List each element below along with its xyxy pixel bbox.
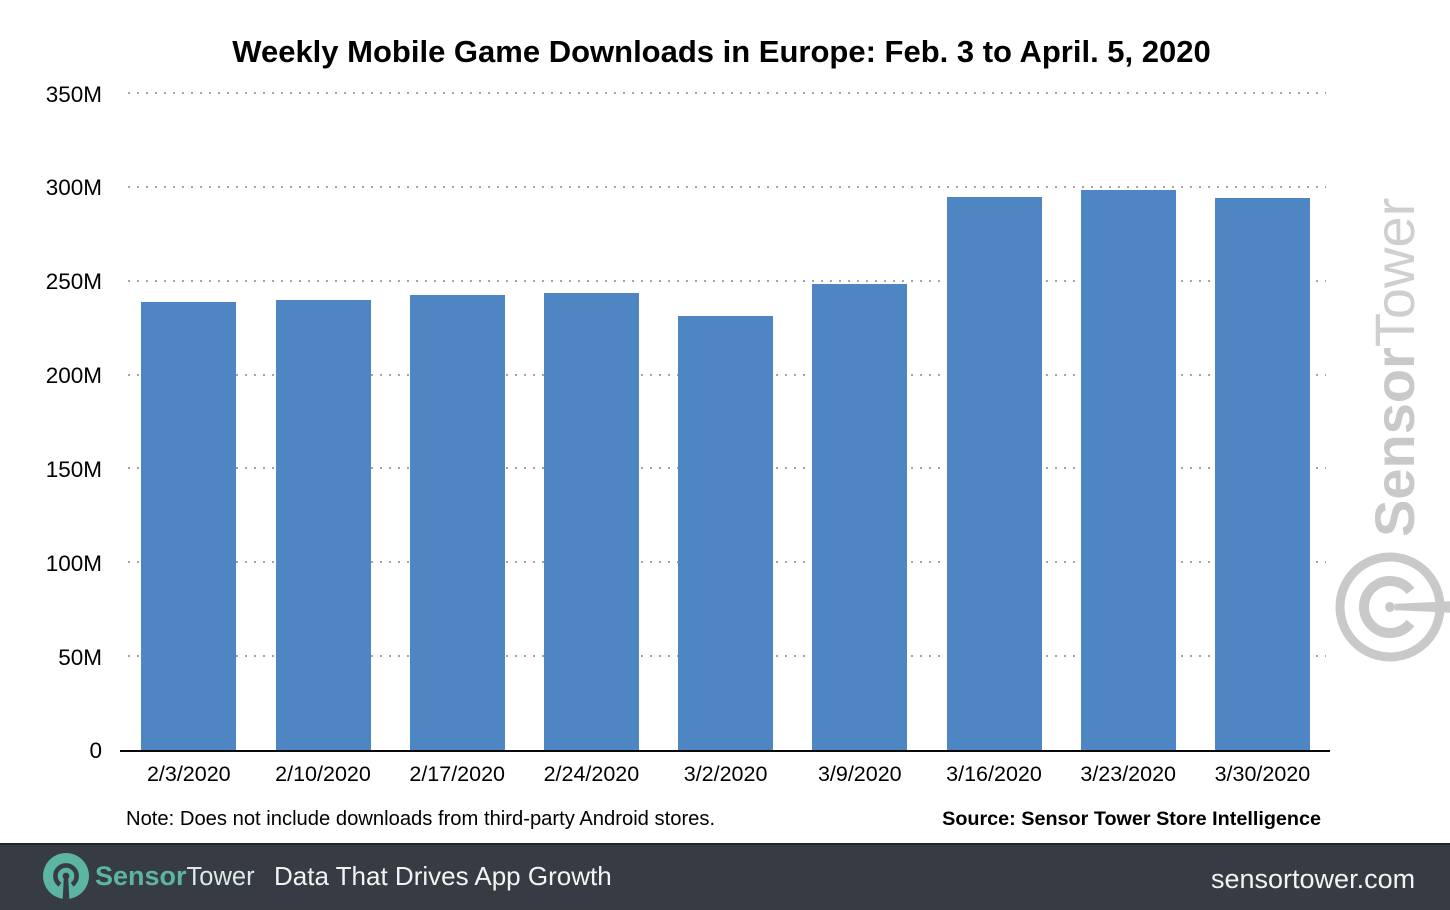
svg-text:SensorTower: SensorTower: [1363, 198, 1426, 537]
